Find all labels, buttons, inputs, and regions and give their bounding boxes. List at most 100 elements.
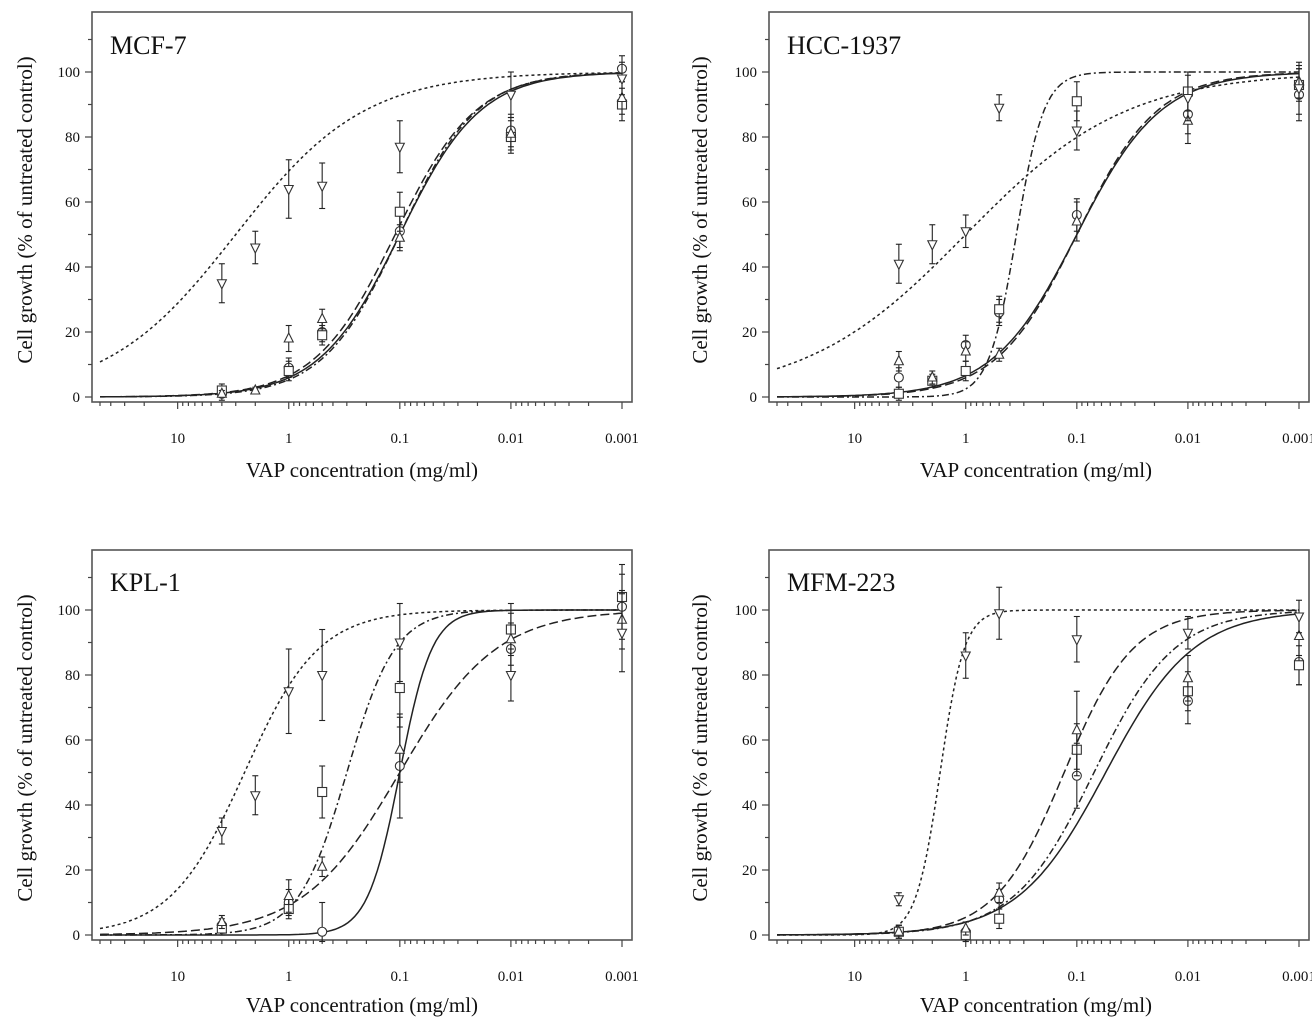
data-point-triangle-down <box>394 142 406 154</box>
data-point-triangle-up <box>1071 214 1083 226</box>
y-tick-label: 100 <box>58 65 81 81</box>
plot-frame <box>91 11 633 403</box>
panel-title: KPL-1 <box>110 568 181 597</box>
data-point-square <box>317 786 328 798</box>
data-point-triangle-down <box>505 90 517 102</box>
data-point-triangle-up <box>316 312 328 324</box>
data-point-triangle-up <box>616 91 628 103</box>
y-tick-label: 60 <box>65 195 80 211</box>
data-point-triangle-up <box>283 889 295 901</box>
x-tick-label: 10 <box>170 969 185 985</box>
y-tick-label: 60 <box>742 195 757 211</box>
data-point-triangle-up <box>993 348 1005 359</box>
y-tick-label: 20 <box>65 863 80 879</box>
data-point-triangle-down <box>960 227 972 238</box>
y-tick-label: 40 <box>742 260 757 276</box>
data-point-square <box>1293 660 1305 671</box>
x-tick-label: 1 <box>962 969 970 985</box>
y-tick-label: 60 <box>742 733 757 749</box>
y-tick-label: 0 <box>73 390 81 406</box>
data-point-triangle-up <box>893 354 905 366</box>
fit-curve-square <box>100 609 622 936</box>
data-point-triangle-down <box>283 184 295 196</box>
x-tick-label: 0.001 <box>605 969 639 985</box>
x-tick-label: 1 <box>962 431 970 447</box>
fit-curve-triangle-down <box>99 72 622 363</box>
data-point-triangle-down <box>1182 93 1194 105</box>
data-point-triangle-down <box>1293 612 1305 624</box>
data-point-triangle-up <box>505 127 517 138</box>
fit-curve-triangle-up <box>99 612 623 936</box>
y-tick-label: 100 <box>58 603 81 619</box>
data-point-square <box>994 304 1005 315</box>
y-tick-label: 40 <box>65 798 80 814</box>
x-axis-label: VAP concentration (mg/ml) <box>920 993 1152 1017</box>
y-tick-label: 100 <box>735 65 758 81</box>
data-point-triangle-down <box>316 181 328 193</box>
y-tick-label: 20 <box>742 325 757 341</box>
x-tick-label: 10 <box>847 431 862 447</box>
y-axis-label: Cell growth (% of untreated control) <box>688 56 712 363</box>
data-point-triangle-up <box>283 331 295 343</box>
y-axis-label: Cell growth (% of untreated control) <box>13 594 37 901</box>
data-point-triangle-up <box>394 231 406 242</box>
data-point-square <box>960 365 971 377</box>
fit-curve-square <box>100 72 623 398</box>
y-tick-label: 100 <box>735 603 758 619</box>
data-point-triangle-down <box>616 74 628 86</box>
data-point-circle <box>317 926 328 937</box>
data-point-square <box>1071 96 1082 107</box>
x-tick-label: 10 <box>847 969 862 985</box>
data-point-triangle-up <box>893 925 905 936</box>
fit-curve-square <box>777 611 1300 936</box>
data-point-triangle-down <box>893 259 905 271</box>
panel-title: HCC-1937 <box>787 31 901 60</box>
fit-curve-circle <box>100 72 623 398</box>
fit-curve-triangle-down <box>99 609 622 930</box>
data-point-triangle-up <box>960 344 972 356</box>
data-point-triangle-up <box>216 387 228 398</box>
data-point-triangle-up <box>1293 629 1305 641</box>
y-tick-label: 0 <box>750 928 758 944</box>
plot-frame <box>91 549 633 941</box>
data-point-square <box>283 365 294 377</box>
fit-curve-triangle-up <box>777 609 1299 936</box>
data-point-triangle-down <box>216 279 228 290</box>
x-tick-label: 0.1 <box>390 431 409 447</box>
data-point-triangle-up <box>394 743 406 754</box>
x-tick-label: 0.001 <box>1282 431 1312 447</box>
y-axis-label: Cell growth (% of untreated control) <box>688 594 712 901</box>
data-point-triangle-down <box>993 609 1005 620</box>
x-tick-label: 0.001 <box>605 431 639 447</box>
x-tick-label: 1 <box>285 969 293 985</box>
data-point-square <box>394 206 405 217</box>
data-point-triangle-down <box>216 826 228 838</box>
data-point-triangle-up <box>926 370 938 382</box>
x-tick-label: 1 <box>285 431 293 447</box>
x-tick-label: 0.01 <box>498 969 524 985</box>
data-point-triangle-up <box>249 383 261 395</box>
x-tick-label: 0.01 <box>1175 969 1201 985</box>
data-point-triangle-down <box>316 670 328 682</box>
data-point-triangle-down <box>1293 84 1305 95</box>
y-tick-label: 60 <box>65 733 80 749</box>
y-tick-label: 0 <box>750 390 758 406</box>
x-axis-label: VAP concentration (mg/ml) <box>246 993 478 1017</box>
x-axis-label: VAP concentration (mg/ml) <box>920 458 1152 482</box>
data-point-square <box>994 913 1005 924</box>
data-point-square <box>394 682 405 694</box>
data-point-triangle-down <box>1071 126 1083 138</box>
data-point-triangle-down <box>283 687 295 698</box>
plot-frame <box>768 11 1310 403</box>
data-point-triangle-up <box>1071 723 1083 735</box>
data-point-triangle-down <box>249 243 261 255</box>
y-tick-label: 40 <box>65 260 80 276</box>
fit-curve-triangle-down <box>777 609 1299 936</box>
x-tick-label: 0.01 <box>1175 431 1201 447</box>
y-axis-label: Cell growth (% of untreated control) <box>13 56 37 363</box>
y-tick-label: 20 <box>65 325 80 341</box>
x-axis-label: VAP concentration (mg/ml) <box>246 458 478 482</box>
x-tick-label: 0.1 <box>1067 969 1086 985</box>
data-point-triangle-down <box>993 103 1005 115</box>
